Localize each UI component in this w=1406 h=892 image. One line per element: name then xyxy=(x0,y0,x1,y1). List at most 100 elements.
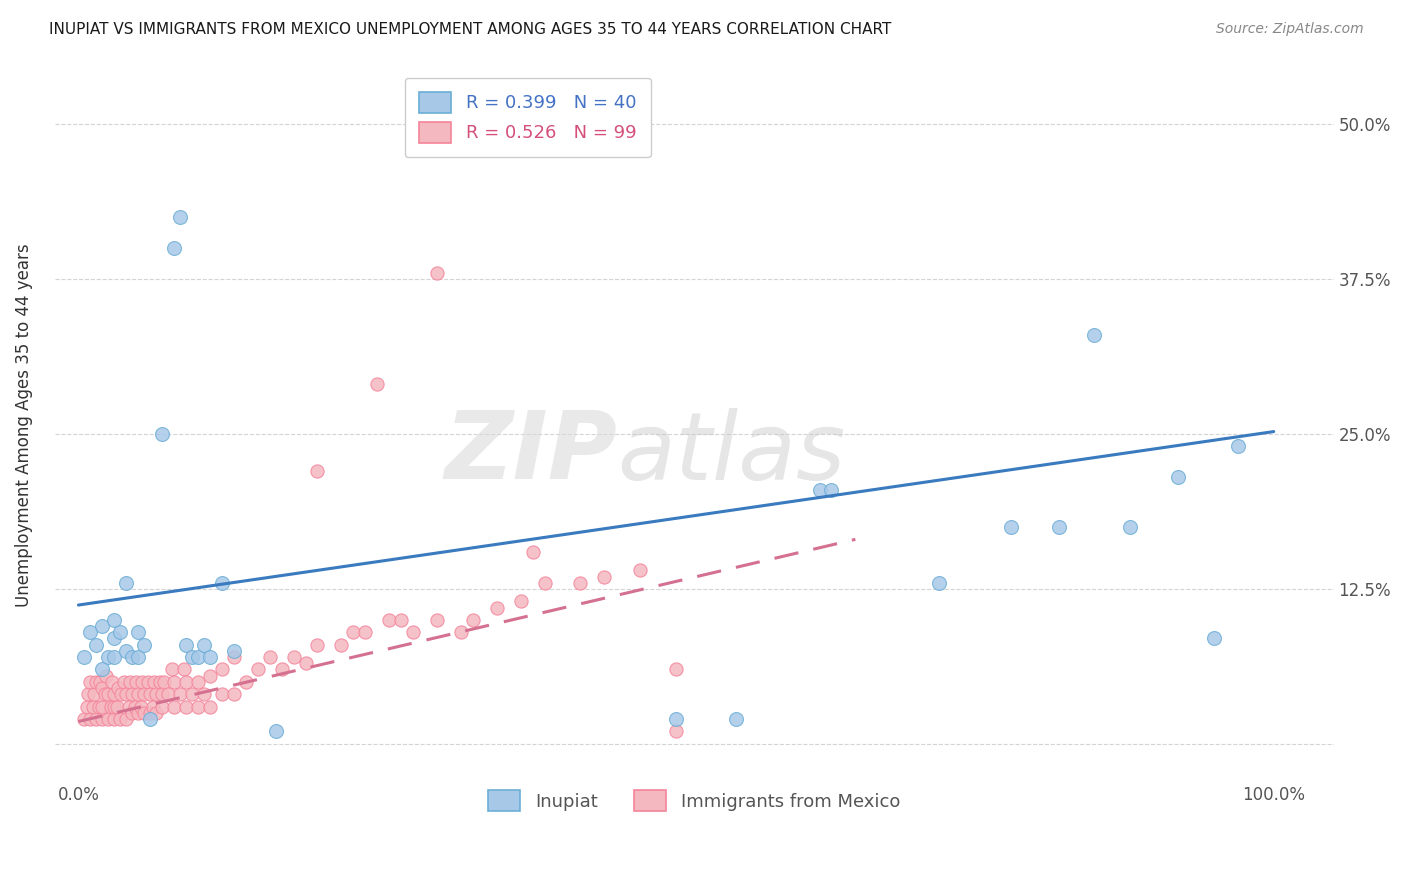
Point xyxy=(112,674,135,689)
Point xyxy=(808,483,831,497)
Point xyxy=(294,657,316,671)
Point xyxy=(222,687,245,701)
Point xyxy=(169,687,191,701)
Point xyxy=(91,619,114,633)
Point xyxy=(89,674,111,689)
Point xyxy=(222,650,245,665)
Point xyxy=(110,625,132,640)
Point xyxy=(307,464,329,478)
Point xyxy=(174,699,197,714)
Point xyxy=(127,625,149,640)
Point xyxy=(91,712,114,726)
Point xyxy=(139,706,162,720)
Point xyxy=(628,563,651,577)
Point xyxy=(101,674,124,689)
Point xyxy=(79,625,101,640)
Point xyxy=(124,699,146,714)
Legend: Inupiat, Immigrants from Mexico: Inupiat, Immigrants from Mexico xyxy=(474,776,914,825)
Point xyxy=(103,699,125,714)
Point xyxy=(115,644,138,658)
Point xyxy=(307,638,329,652)
Point xyxy=(222,644,245,658)
Point xyxy=(149,674,172,689)
Point xyxy=(103,687,125,701)
Point xyxy=(121,650,143,665)
Point xyxy=(153,674,176,689)
Point xyxy=(1202,632,1225,646)
Point xyxy=(87,699,110,714)
Point xyxy=(145,687,167,701)
Point xyxy=(129,699,152,714)
Point xyxy=(117,699,139,714)
Point xyxy=(163,241,186,255)
Point xyxy=(77,687,100,701)
Point xyxy=(402,625,425,640)
Point xyxy=(94,668,117,682)
Point xyxy=(211,663,233,677)
Point xyxy=(100,699,122,714)
Point xyxy=(73,650,96,665)
Point xyxy=(141,699,163,714)
Point xyxy=(342,625,364,640)
Point xyxy=(354,625,377,640)
Point xyxy=(79,674,101,689)
Point xyxy=(533,575,555,590)
Point xyxy=(127,687,149,701)
Point xyxy=(139,687,162,701)
Y-axis label: Unemployment Among Ages 35 to 44 years: Unemployment Among Ages 35 to 44 years xyxy=(15,243,32,607)
Point xyxy=(160,663,183,677)
Point xyxy=(103,650,125,665)
Point xyxy=(127,706,149,720)
Text: INUPIAT VS IMMIGRANTS FROM MEXICO UNEMPLOYMENT AMONG AGES 35 TO 44 YEARS CORRELA: INUPIAT VS IMMIGRANTS FROM MEXICO UNEMPL… xyxy=(49,22,891,37)
Point xyxy=(115,712,138,726)
Point xyxy=(139,712,162,726)
Point xyxy=(136,674,159,689)
Point xyxy=(198,650,221,665)
Point xyxy=(246,663,269,677)
Point xyxy=(1119,520,1142,534)
Point xyxy=(121,687,143,701)
Point xyxy=(1000,520,1022,534)
Point xyxy=(211,575,233,590)
Point xyxy=(450,625,472,640)
Point xyxy=(259,650,281,665)
Point xyxy=(134,706,156,720)
Point xyxy=(1167,470,1189,484)
Point xyxy=(86,674,108,689)
Point xyxy=(103,712,125,726)
Point xyxy=(174,674,197,689)
Point xyxy=(820,483,842,497)
Point xyxy=(173,663,195,677)
Point xyxy=(198,668,221,682)
Text: atlas: atlas xyxy=(617,408,845,499)
Point xyxy=(1047,520,1070,534)
Point xyxy=(522,545,544,559)
Point xyxy=(110,687,132,701)
Point xyxy=(187,674,209,689)
Point xyxy=(91,663,114,677)
Point xyxy=(461,613,484,627)
Point xyxy=(91,681,114,695)
Text: Source: ZipAtlas.com: Source: ZipAtlas.com xyxy=(1216,22,1364,37)
Point xyxy=(270,663,292,677)
Point xyxy=(115,575,138,590)
Point xyxy=(97,712,120,726)
Point xyxy=(169,211,191,225)
Point xyxy=(73,712,96,726)
Point xyxy=(330,638,353,652)
Point xyxy=(142,674,165,689)
Point xyxy=(103,632,125,646)
Point xyxy=(163,674,186,689)
Point xyxy=(569,575,592,590)
Point xyxy=(97,650,120,665)
Point xyxy=(125,674,148,689)
Point xyxy=(157,687,180,701)
Point xyxy=(593,569,616,583)
Point xyxy=(86,638,108,652)
Point xyxy=(83,687,105,701)
Point xyxy=(127,650,149,665)
Point xyxy=(145,706,167,720)
Point xyxy=(198,699,221,714)
Point xyxy=(366,377,388,392)
Point xyxy=(509,594,531,608)
